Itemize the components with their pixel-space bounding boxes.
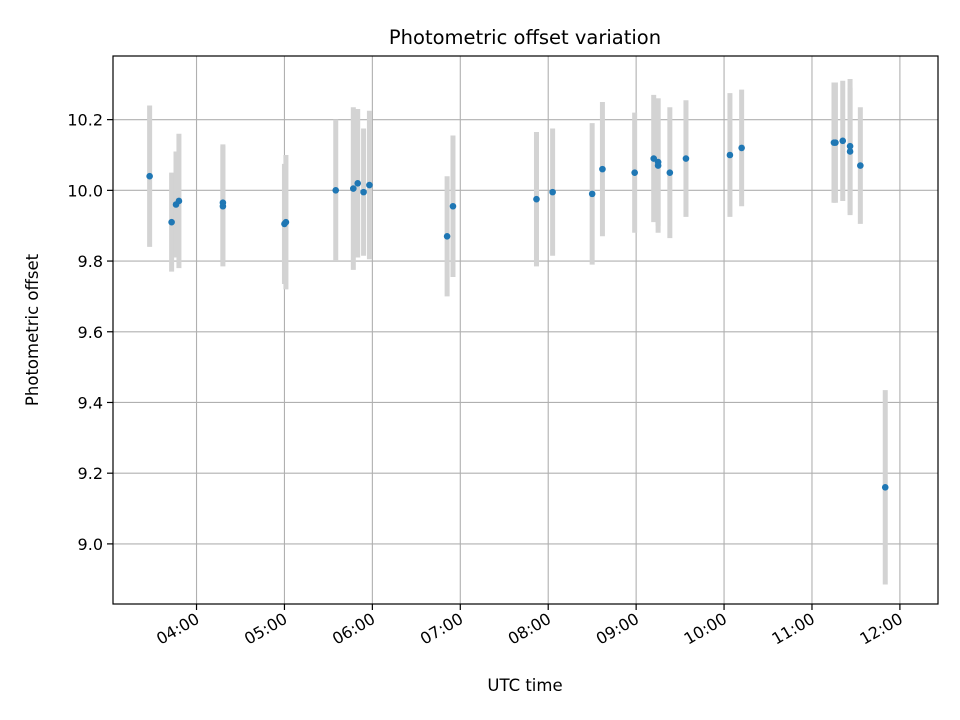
chart-title: Photometric offset variation: [389, 26, 661, 49]
data-point: [168, 218, 175, 226]
y-tick-label: 9.2: [78, 464, 103, 483]
x-axis-label: UTC time: [487, 676, 562, 695]
data-point: [533, 195, 540, 203]
data-point: [650, 155, 658, 162]
data-point: [332, 187, 340, 194]
y-tick-label: 9.4: [78, 393, 103, 412]
data-point: [846, 142, 854, 150]
data-point: [631, 169, 638, 176]
y-tick-label: 10.2: [67, 111, 103, 130]
data-point: [350, 185, 357, 192]
data-point: [219, 202, 227, 210]
data-point: [175, 197, 183, 205]
data-point: [682, 155, 690, 162]
data-point: [857, 162, 864, 169]
y-tick-label: 9.6: [78, 323, 103, 342]
data-point: [366, 181, 373, 189]
data-points: [146, 137, 889, 491]
data-point: [832, 139, 839, 146]
y-tick-label: 9.8: [78, 252, 103, 271]
data-point: [449, 202, 457, 210]
data-point: [443, 233, 451, 240]
y-tick-label: 10.0: [67, 181, 103, 200]
data-point: [839, 137, 847, 145]
data-point: [588, 190, 596, 198]
data-point: [666, 169, 674, 176]
data-point: [282, 218, 290, 226]
data-point: [354, 179, 362, 187]
data-point: [654, 158, 662, 166]
y-axis-label: Photometric offset: [23, 253, 42, 406]
y-tick-label: 9.0: [78, 535, 103, 554]
data-point: [360, 188, 367, 196]
data-point: [738, 144, 745, 152]
data-point: [599, 165, 606, 173]
data-point: [549, 188, 556, 196]
data-point: [881, 484, 889, 491]
data-point: [846, 148, 854, 155]
y-axis-ticks: 9.0 9.2 9.4 9.6 9.8 10.0 10.2: [67, 111, 113, 554]
data-point: [726, 151, 734, 159]
plot-frame: [112, 55, 939, 605]
data-point: [146, 172, 153, 180]
